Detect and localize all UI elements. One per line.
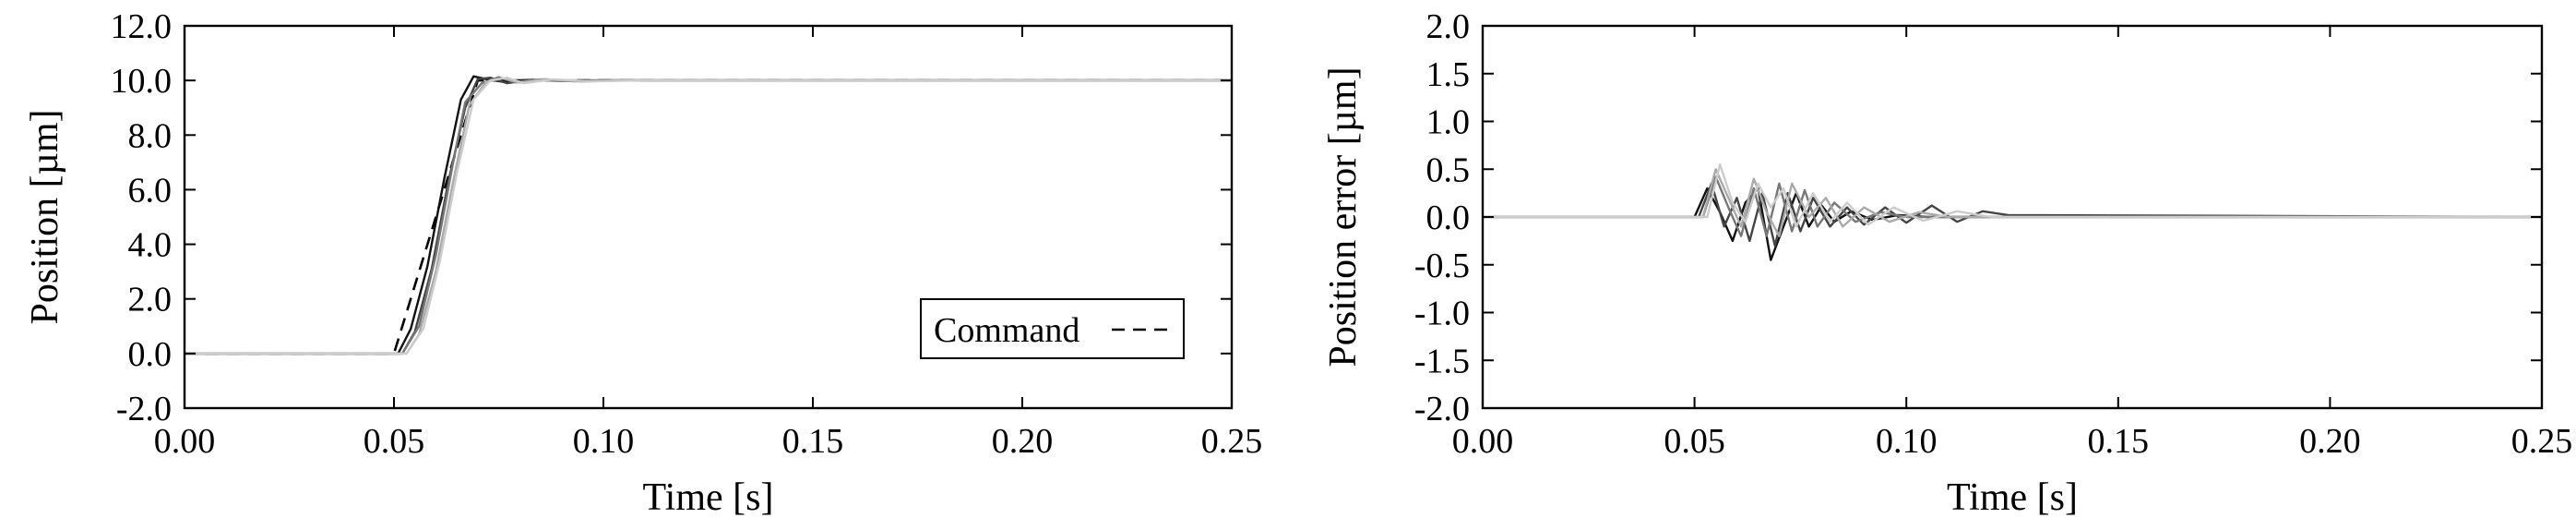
trial-series-line-2 [1483,175,2542,237]
trial-series-line-1 [1483,182,2543,247]
y-tick-label: -2.0 [116,390,172,428]
y-tick-label: -1.0 [1414,295,1470,333]
x-axis-label: Time [s] [1947,476,2078,519]
position-chart: 0.00 0.05 0.10 0.15 0.20 0.25 -2.0 0.0 2.0 4.0 6.0… [24,7,1262,519]
x-tick-label: 0.05 [1664,422,1725,461]
x-tick-label: 0.00 [1452,422,1514,461]
y-tick-label: 0.0 [1426,199,1471,237]
x-tick-label: 0.25 [2511,422,2573,461]
y-tick-label: 8.0 [128,116,173,155]
position-error-chart: 0.00 0.05 0.10 0.15 0.20 0.25 -2.0 -1.5 -1.0 -0.5… [1322,7,2572,519]
plot-frame [183,24,1234,410]
x-axis-label: Time [s] [643,476,774,519]
y-tick-label: -2.0 [1414,390,1470,428]
x-tick-label: 0.15 [782,422,844,461]
y-tick-label: 12.0 [111,7,173,46]
y-tick-label: 1.5 [1426,55,1471,94]
x-tick-label: 0.10 [1876,422,1938,461]
y-tick-label: 4.0 [128,226,173,265]
x-tick-label: 0.20 [2299,422,2361,461]
y-tick-label: -0.5 [1414,247,1470,285]
x-tick-label: 0.15 [2088,422,2150,461]
y-tick-label: 0.0 [128,335,173,374]
y-tick-label: 1.0 [1426,103,1471,142]
x-tick-label: 0.00 [154,422,216,461]
y-axis-label: Position error [µm] [1322,66,1365,367]
y-tick-label: 0.5 [1426,151,1471,189]
x-tick-label: 0.25 [1201,422,1263,461]
y-tick-label: 2.0 [128,281,173,319]
trial-series-line-5 [185,76,1232,355]
legend-entry-label: Command [934,311,1079,350]
legend: Command [920,298,1185,359]
x-tick-label: 0.10 [573,422,635,461]
y-axis-label: Position [µm] [24,109,66,324]
y-tick-label: 6.0 [128,171,173,210]
y-tick-label: 10.0 [111,62,173,101]
trial-series-line-4 [1483,163,2542,228]
y-tick-label: -1.5 [1414,342,1470,380]
y-tick-label: 2.0 [1426,7,1471,46]
trial-series-line-3 [1483,168,2542,237]
x-tick-label: 0.05 [364,422,425,461]
trial-series-line-0 [1483,187,2542,261]
x-tick-label: 0.20 [992,422,1054,461]
